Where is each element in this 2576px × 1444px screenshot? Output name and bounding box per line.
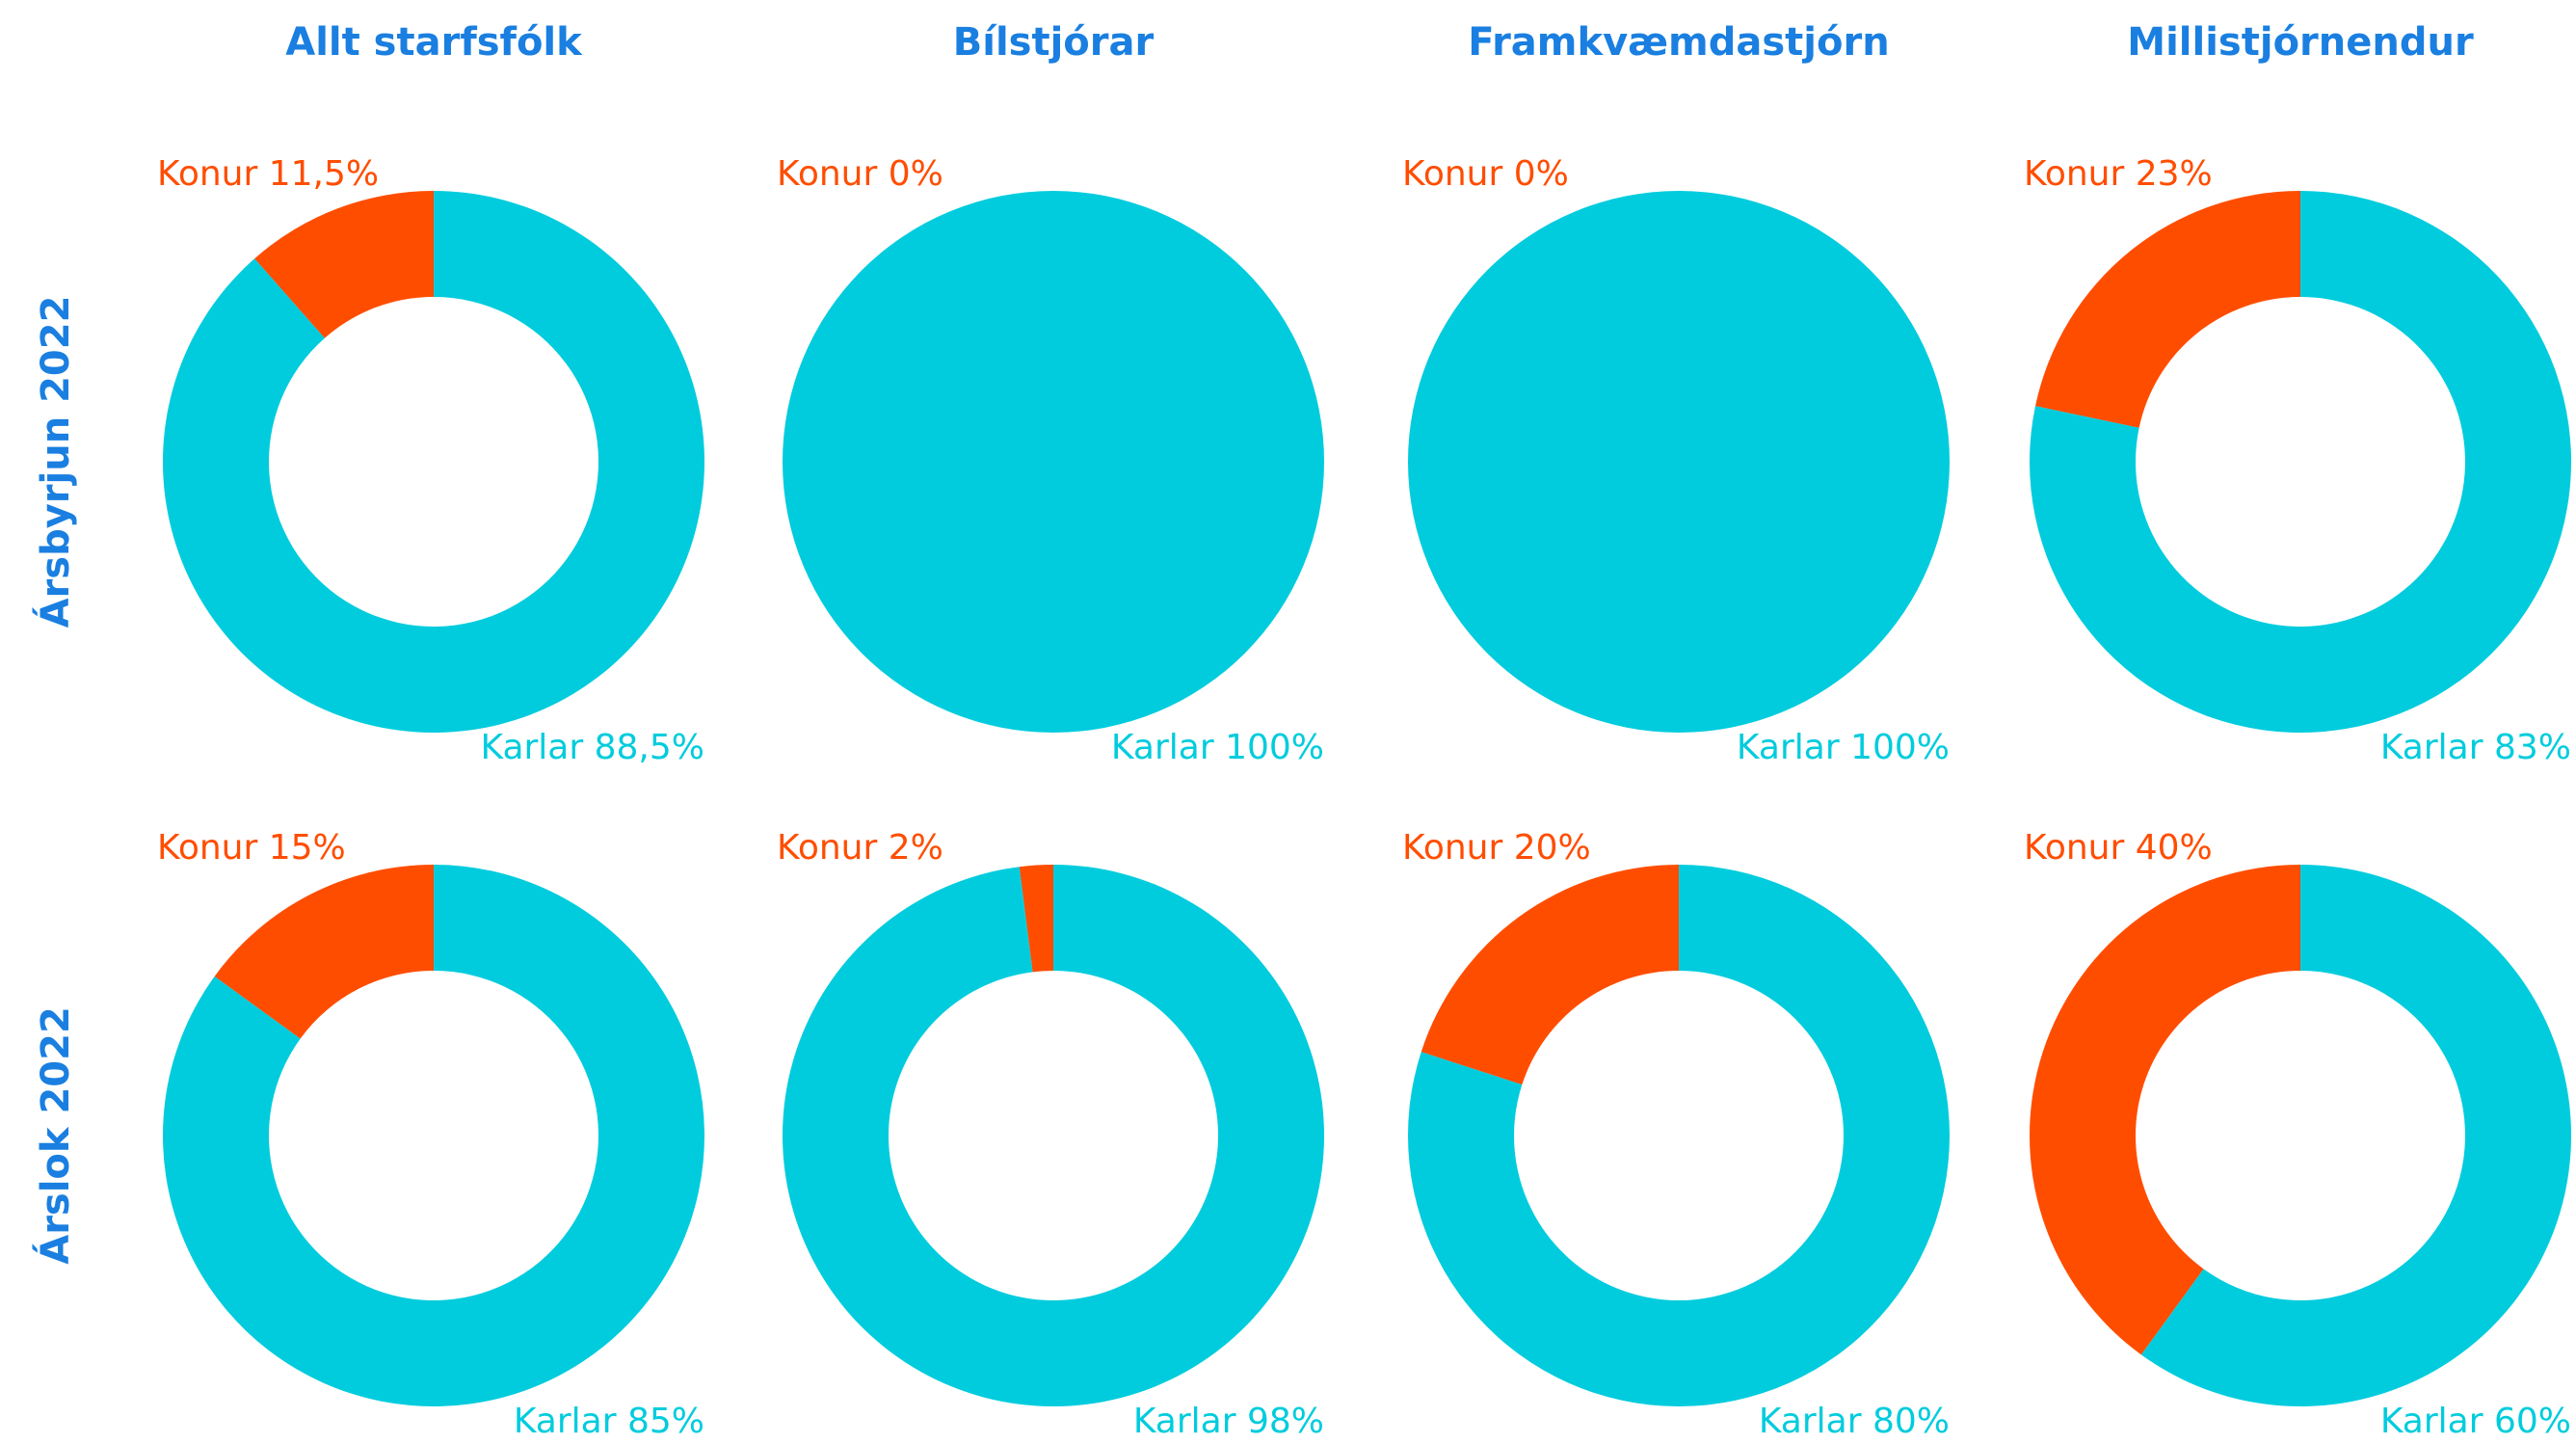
donut-segment bbox=[1408, 191, 1950, 733]
donut-segment bbox=[254, 191, 434, 338]
category-name: Karlar bbox=[2380, 728, 2483, 767]
value-label: 20% bbox=[1514, 828, 1591, 868]
segment-label: Karlar 100% bbox=[1737, 728, 1950, 767]
category-name: Konur bbox=[777, 154, 877, 194]
segment-label: Konur 15% bbox=[157, 828, 346, 868]
value-label: 100% bbox=[1225, 728, 1324, 767]
value-label: 60% bbox=[2494, 1402, 2571, 1440]
segment-label: Konur 0% bbox=[1402, 154, 1569, 194]
category-name: Karlar bbox=[1111, 728, 1214, 767]
row-title: Ársbyrjun 2022 bbox=[32, 296, 78, 628]
value-label: 2% bbox=[889, 828, 943, 868]
segment-label: Karlar 85% bbox=[514, 1402, 704, 1440]
value-label: 98% bbox=[1247, 1402, 1324, 1440]
segment-label: Konur 20% bbox=[1402, 828, 1591, 868]
segment-label: Konur 40% bbox=[2024, 828, 2213, 868]
value-label: 100% bbox=[1850, 728, 1950, 767]
donut-segment bbox=[1421, 865, 1679, 1085]
segment-label: Konur 0% bbox=[777, 154, 943, 194]
donut-segment bbox=[1408, 865, 1951, 1407]
value-label: 83% bbox=[2494, 728, 2571, 767]
category-name: Konur bbox=[777, 828, 877, 868]
category-name: Karlar bbox=[1737, 728, 1840, 767]
segment-label: Karlar 98% bbox=[1133, 1402, 1324, 1440]
donut-segment bbox=[2030, 191, 2571, 734]
value-label: 15% bbox=[269, 828, 346, 868]
segment-label: Karlar 100% bbox=[1111, 728, 1324, 767]
category-name: Konur bbox=[2024, 828, 2124, 868]
donut-segment bbox=[783, 191, 1324, 733]
category-name: Konur bbox=[157, 154, 257, 194]
donut-segment bbox=[2140, 865, 2572, 1406]
donut-segment bbox=[2030, 864, 2300, 1355]
donut-segment bbox=[162, 191, 704, 734]
value-label: 85% bbox=[627, 1402, 704, 1440]
segment-label: Konur 2% bbox=[777, 828, 943, 868]
value-label: 0% bbox=[1514, 154, 1569, 194]
column-title: Millistjórnendur bbox=[2127, 20, 2474, 65]
column-title: Allt starfsfólk bbox=[285, 20, 583, 65]
segment-label: Karlar 60% bbox=[2380, 1402, 2571, 1440]
category-name: Konur bbox=[2024, 154, 2124, 194]
category-name: Karlar bbox=[2380, 1402, 2483, 1440]
segment-label: Karlar 88,5% bbox=[480, 728, 704, 767]
segment-label: Konur 11,5% bbox=[157, 154, 379, 194]
segment-label: Karlar 80% bbox=[1759, 1402, 1950, 1440]
category-name: Konur bbox=[157, 828, 257, 868]
value-label: 40% bbox=[2136, 828, 2213, 868]
donut-segment bbox=[1019, 865, 1053, 973]
row-title: Árslok 2022 bbox=[32, 1006, 78, 1265]
donut-segment bbox=[2035, 191, 2300, 428]
donut-segment bbox=[214, 865, 434, 1039]
value-label: 0% bbox=[889, 154, 943, 194]
column-title: Bílstjórar bbox=[953, 20, 1155, 65]
category-name: Karlar bbox=[1133, 1402, 1236, 1440]
donut-segment bbox=[163, 865, 705, 1407]
category-name: Konur bbox=[1402, 154, 1502, 194]
segment-label: Konur 23% bbox=[2024, 154, 2213, 194]
donut-segment bbox=[782, 865, 1324, 1407]
column-title: Framkvæmdastjórn bbox=[1468, 20, 1889, 65]
segment-label: Karlar 83% bbox=[2380, 728, 2571, 767]
value-label: 80% bbox=[1872, 1402, 1950, 1440]
category-name: Karlar bbox=[1759, 1402, 1862, 1440]
category-name: Konur bbox=[1402, 828, 1502, 868]
value-label: 88,5% bbox=[595, 728, 704, 767]
value-label: 23% bbox=[2136, 154, 2213, 194]
category-name: Karlar bbox=[480, 728, 583, 767]
value-label: 11,5% bbox=[269, 154, 379, 194]
category-name: Karlar bbox=[514, 1402, 617, 1440]
